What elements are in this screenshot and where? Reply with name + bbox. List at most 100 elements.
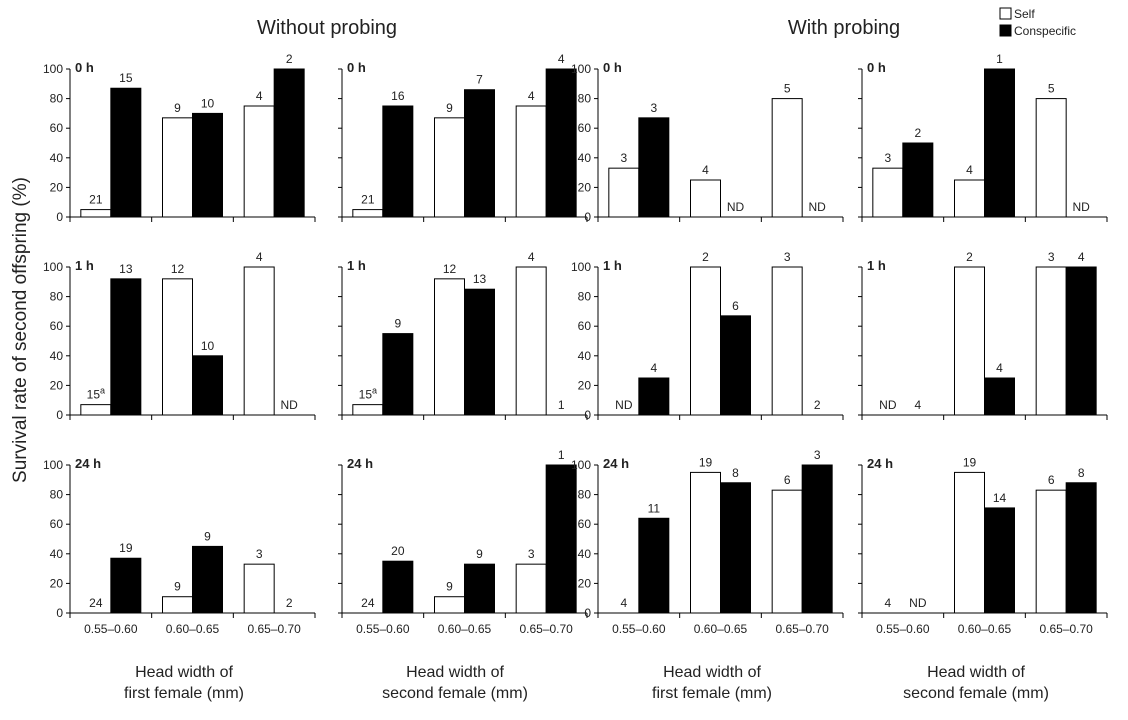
y-tick-label-r1c1-20: 20 <box>50 180 64 194</box>
y-tick-label-r1c1-80: 80 <box>50 92 64 106</box>
self-bar-r1c2-3 <box>515 105 547 218</box>
conspecific-n-label-r3c4-1: ND <box>909 596 927 610</box>
self-bar-r3c2-3 <box>515 563 547 614</box>
conspecific-n-label-r2c3-1: 4 <box>650 361 657 375</box>
self-bar-r1c4-1 <box>872 167 904 218</box>
panel-r2c2: 1 h 15a 9 12 13 4 1 <box>338 250 588 420</box>
self-n-label-r1c1-2: 9 <box>174 101 181 115</box>
conspecific-n-label-r1c1-3: 2 <box>286 52 293 66</box>
y-tick-label-r3c3-80: 80 <box>578 488 592 502</box>
y-tick-label-r3c1-20: 20 <box>50 576 64 590</box>
conspecific-n-label-r1c3-3: ND <box>808 200 826 214</box>
y-tick-label-r3c3-20: 20 <box>578 576 592 590</box>
conspecific-bar-r2c3-2 <box>720 315 751 416</box>
y-tick-label-r2c3-80: 80 <box>578 290 592 304</box>
conspecific-bar-r3c1-1 <box>110 557 142 614</box>
panel-r3c4: 24 h 4 ND 0.55–0.60 19 14 0.60–0.65 6 8 0.65–0.70 <box>858 455 1108 636</box>
conspecific-bar-r2c2-2 <box>464 288 495 416</box>
self-bar-r2c2-2 <box>434 278 465 416</box>
y-tick-label-r3c1-80: 80 <box>50 488 64 502</box>
self-n-label-r3c3-2: 19 <box>699 455 713 469</box>
y-tick-label-r3c1-100: 100 <box>43 458 63 472</box>
self-n-label-r2c3-1: ND <box>615 398 633 412</box>
panel-r2c4: 1 h ND 4 2 4 3 4 <box>858 250 1108 420</box>
conspecific-bar-r1c2-1 <box>382 105 414 218</box>
conspecific-bar-r1c3-1 <box>638 117 670 218</box>
panel-r1c1: 0 20 40 60 80 100 0 h 21 15 9 10 4 2 <box>43 52 316 224</box>
conspecific-bar-r2c2-1 <box>382 333 414 416</box>
superscript-r2c1-1: a <box>100 386 105 396</box>
self-bar-r2c3-2 <box>690 266 721 416</box>
self-n-label-r3c4-3: 6 <box>1048 473 1055 487</box>
time-label-r1c2: 0 h <box>347 60 366 75</box>
self-n-label-r1c3-3: 5 <box>784 82 791 96</box>
self-bar-r1c1-1 <box>80 209 112 218</box>
time-label-r2c1: 1 h <box>75 258 94 273</box>
y-tick-label-r2c3-20: 20 <box>578 378 592 392</box>
conspecific-n-label-r2c2-1: 9 <box>394 317 401 331</box>
self-bar-r1c1-3 <box>243 105 275 218</box>
self-n-label-r2c2-3: 4 <box>528 250 535 264</box>
conspecific-bar-r3c3-2 <box>720 482 751 614</box>
x-label-panel-2-line1: Head width of <box>406 664 504 681</box>
legend-label-self: Self <box>1014 7 1035 21</box>
conspecific-bar-r3c1-2 <box>192 545 223 614</box>
self-bar-r2c4-2 <box>954 266 985 416</box>
conspecific-bar-r1c4-2 <box>984 68 1015 218</box>
conspecific-bar-r1c1-2 <box>192 112 223 218</box>
conspecific-bar-r3c2-1 <box>382 560 414 614</box>
y-tick-label-r2c1-0: 0 <box>56 408 63 422</box>
conspecific-bar-r1c2-2 <box>464 89 495 218</box>
self-n-label-r3c4-2: 19 <box>963 455 977 469</box>
conspecific-n-label-r1c3-1: 3 <box>650 101 657 115</box>
conspecific-n-label-r2c1-1: 13 <box>119 262 133 276</box>
conspecific-n-label-r1c4-3: ND <box>1072 200 1090 214</box>
self-n-label-r3c1-3: 3 <box>256 547 263 561</box>
self-n-label-r1c4-2: 4 <box>966 163 973 177</box>
conspecific-n-label-r1c2-2: 7 <box>476 73 483 87</box>
panel-r2c1: 0 20 40 60 80 100 1 h 15a 13 12 10 4 ND <box>43 250 316 422</box>
y-tick-label-r1c3-60: 60 <box>578 121 592 135</box>
conspecific-n-label-r2c2-3: 1 <box>558 398 565 412</box>
conspecific-n-label-r3c2-1: 20 <box>391 544 405 558</box>
y-tick-label-r2c1-100: 100 <box>43 260 63 274</box>
conspecific-bar-r3c4-2 <box>984 507 1015 614</box>
self-n-label-r2c2-1: 15a <box>359 386 377 402</box>
self-bar-r3c3-2 <box>690 471 721 614</box>
y-tick-label-r2c3-40: 40 <box>578 349 592 363</box>
self-n-label-r3c2-1: 24 <box>361 596 375 610</box>
conspecific-bar-r2c4-3 <box>1065 266 1097 416</box>
conspecific-bar-r1c1-1 <box>110 87 142 218</box>
x-label-panel-2-line2: second female (mm) <box>382 685 528 702</box>
self-n-label-r1c2-3: 4 <box>528 89 535 103</box>
self-n-label-r2c3-2: 2 <box>702 250 709 264</box>
category-label-r3c4-2: 0.60–0.65 <box>958 622 1012 636</box>
conspecific-bar-r1c4-1 <box>902 142 934 218</box>
self-n-label-r2c4-3: 3 <box>1048 250 1055 264</box>
self-n-label-r2c1-2: 12 <box>171 262 185 276</box>
self-n-label-r1c4-1: 3 <box>884 151 891 165</box>
category-label-r3c3-1: 0.55–0.60 <box>612 622 666 636</box>
group-title-without-probing: Without probing <box>257 17 397 39</box>
conspecific-bar-r3c3-3 <box>801 464 833 614</box>
self-n-label-r2c1-3: 4 <box>256 250 263 264</box>
conspecific-n-label-r2c4-2: 4 <box>996 361 1003 375</box>
conspecific-n-label-r2c3-2: 6 <box>732 299 739 313</box>
self-bar-r1c3-3 <box>771 98 803 218</box>
self-bar-r1c2-1 <box>352 209 384 218</box>
conspecific-bar-r3c2-3 <box>545 464 577 614</box>
y-axis-label: Survival rate of second offspring (%) <box>10 177 31 483</box>
category-label-r3c4-3: 0.65–0.70 <box>1039 622 1093 636</box>
legend-label-conspecific: Conspecific <box>1014 24 1076 38</box>
category-label-r3c1-3: 0.65–0.70 <box>247 622 301 636</box>
conspecific-bar-r2c1-2 <box>192 355 223 416</box>
x-label-panel-4-line2: second female (mm) <box>903 685 1049 702</box>
self-n-label-r1c3-2: 4 <box>702 163 709 177</box>
legend-swatch-self <box>999 7 1012 20</box>
self-n-label-r3c4-1: 4 <box>884 596 891 610</box>
self-bar-r3c3-3 <box>771 489 803 614</box>
time-label-r2c4: 1 h <box>867 258 886 273</box>
self-n-label-r3c2-2: 9 <box>446 580 453 594</box>
y-tick-label-r2c1-60: 60 <box>50 319 64 333</box>
